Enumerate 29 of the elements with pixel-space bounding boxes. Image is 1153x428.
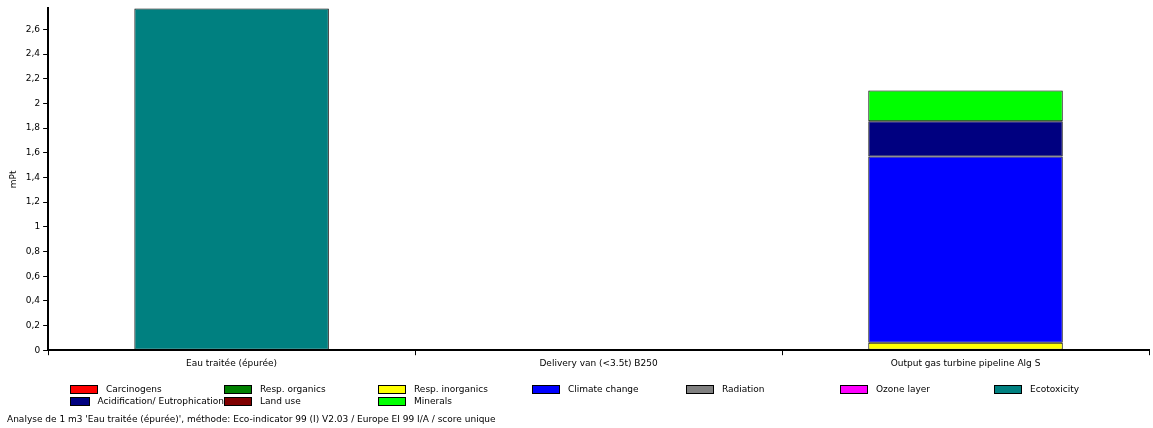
legend-label: Climate change: [568, 384, 639, 394]
y-tick-label: 1: [34, 221, 41, 232]
y-tick-label: 1,6: [25, 147, 41, 158]
legend-label: Ecotoxicity: [1030, 384, 1080, 394]
legend-label: Radiation: [722, 384, 765, 394]
text: Analyse de 1 m3 'Eau traitée (épurée)', méthode: Eco-indicator 99 (I) V2.03 / Europe EI 99 I/A / score unique: [7, 414, 496, 424]
y-tick-label: 0: [34, 344, 41, 355]
y-tick-label: 0,6: [25, 270, 41, 281]
x-tick-label: Output gas turbine pipeline Alg S: [890, 357, 1041, 368]
x-tick-label: Eau traitée (épurée): [186, 357, 278, 368]
legend-label: Carcinogens: [106, 384, 162, 394]
y-tick-label: 1,4: [25, 171, 41, 182]
y-tick-label: 0,2: [25, 319, 41, 330]
y-axis-title: mPt: [7, 169, 18, 189]
legend-label: Land use: [260, 396, 301, 406]
y-tick-label: 2: [34, 97, 41, 108]
legend-label: Resp. organics: [260, 384, 326, 394]
y-tick-label: 1,8: [25, 122, 41, 133]
y-tick-label: 2,4: [25, 48, 41, 59]
y-tick-label: 1,2: [25, 196, 41, 207]
legend-label: Resp. inorganics: [414, 384, 488, 394]
y-tick-label: 0,4: [25, 295, 41, 306]
x-tick-label: Delivery van (<3.5t) B250: [539, 357, 658, 368]
legend-label: Acidification/ Eutrophication: [97, 396, 224, 406]
legend-label: Ozone layer: [876, 384, 930, 394]
y-tick-label: 2,2: [25, 73, 41, 84]
legend-label: Minerals: [414, 396, 452, 406]
y-tick-label: 2,6: [25, 23, 41, 34]
y-tick-label: 0,8: [25, 245, 41, 256]
